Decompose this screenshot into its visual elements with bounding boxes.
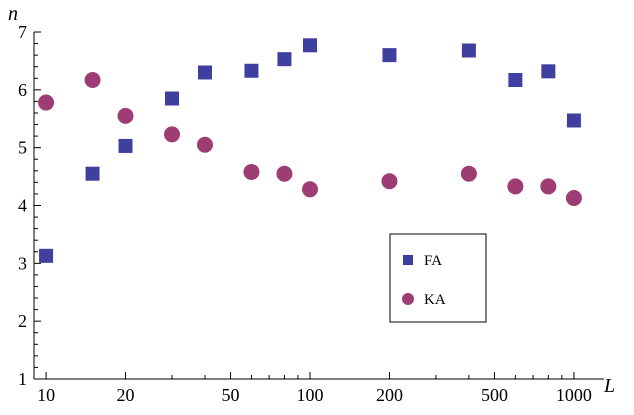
fa-point <box>508 73 523 88</box>
ka-point <box>117 107 134 124</box>
ka-point <box>38 94 55 111</box>
fa-point <box>244 63 259 78</box>
legend-fa-marker <box>403 255 413 265</box>
fa-point <box>165 91 180 106</box>
x-tick-label: 500 <box>481 385 508 405</box>
legend-ka-marker <box>402 293 414 305</box>
series-ka <box>38 72 582 206</box>
fa-point <box>118 138 133 153</box>
fa-point <box>566 113 581 128</box>
fa-point <box>382 48 397 63</box>
ka-point <box>243 163 260 180</box>
fa-point <box>303 38 318 53</box>
ka-point <box>460 165 477 182</box>
ka-point <box>507 178 524 195</box>
y-axis-ticks: 1 2 3 4 5 6 7 <box>18 22 41 389</box>
y-tick-label: 7 <box>18 22 27 42</box>
ka-point <box>381 173 398 190</box>
fa-point <box>541 64 556 79</box>
legend-ka-label: KA <box>424 292 446 308</box>
y-tick-label: 1 <box>18 369 27 389</box>
ka-point <box>196 136 213 153</box>
x-tick-label: 100 <box>297 385 324 405</box>
x-tick-label: 1000 <box>556 385 592 405</box>
ka-point <box>565 189 582 206</box>
data-points <box>38 38 582 263</box>
fa-point <box>197 65 212 80</box>
x-tick-label: 50 <box>222 385 240 405</box>
x-tick-label: 10 <box>37 385 55 405</box>
y-tick-label: 2 <box>18 311 27 331</box>
x-axis-label: L <box>603 375 615 397</box>
fa-point <box>277 52 292 67</box>
y-tick-label: 4 <box>18 196 27 216</box>
fa-point <box>461 43 476 58</box>
ka-point <box>276 165 293 182</box>
x-tick-label: 200 <box>376 385 403 405</box>
legend-fa-label: FA <box>424 253 442 269</box>
ka-point <box>540 178 557 195</box>
series-fa <box>39 38 581 263</box>
ka-point <box>164 126 181 143</box>
fa-point <box>85 166 100 181</box>
x-tick-label: 20 <box>117 385 135 405</box>
y-axis-label: n <box>8 3 18 25</box>
ka-point <box>84 72 101 89</box>
legend-box <box>389 233 487 323</box>
y-tick-label: 6 <box>18 80 27 100</box>
fa-point <box>39 248 54 263</box>
y-tick-label: 5 <box>18 138 27 158</box>
legend: FA KA <box>389 233 487 323</box>
y-tick-label: 3 <box>18 253 27 273</box>
ka-point <box>302 181 319 198</box>
x-axis-ticks: 10 20 50 100 200 500 1000 <box>33 372 592 405</box>
